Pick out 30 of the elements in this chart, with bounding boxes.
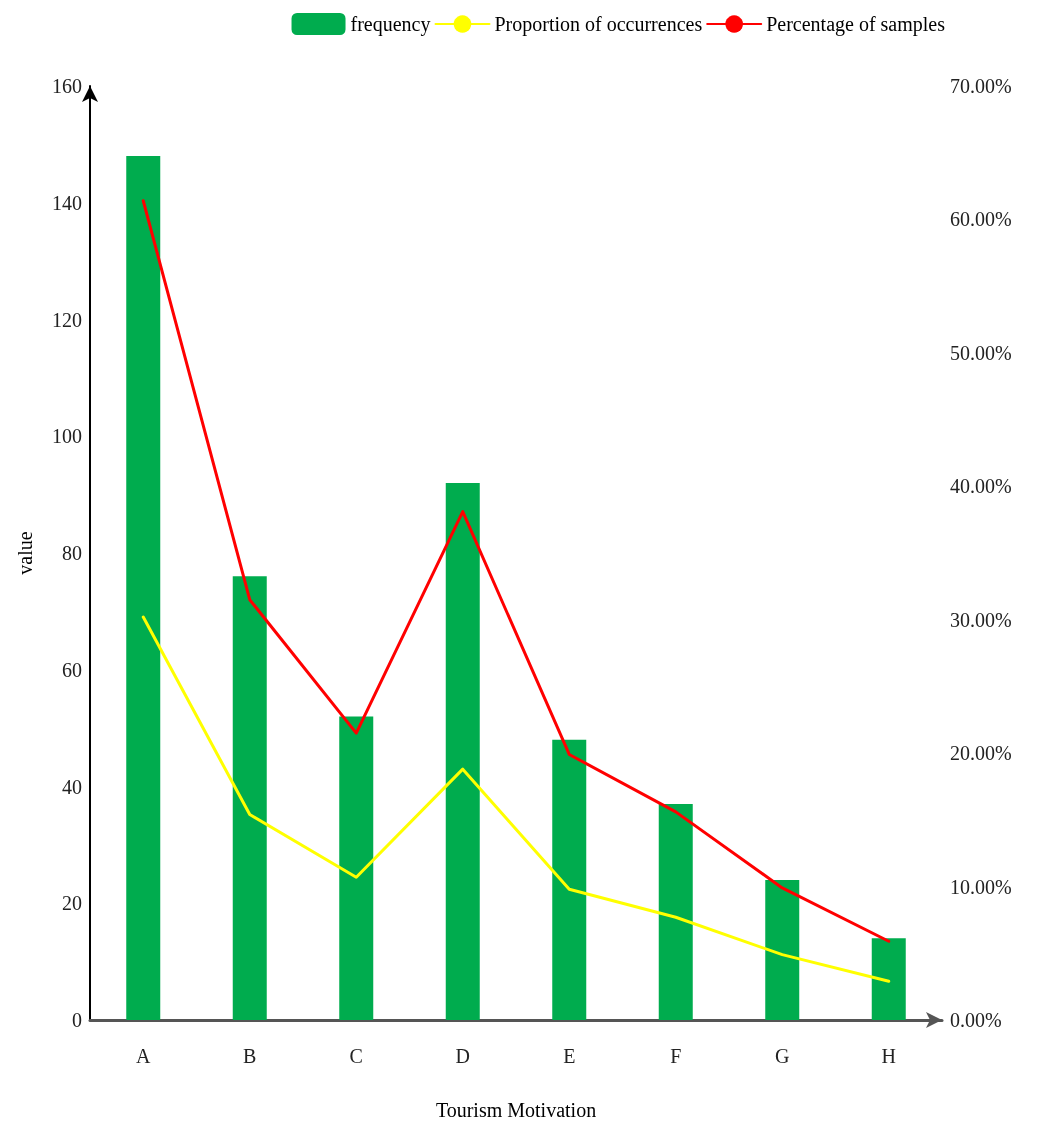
y-tick-label: 60 [62,658,82,681]
x-tick-label: D [455,1045,470,1067]
x-axis-title: Tourism Motivation [435,1099,597,1121]
y2-tick-label: 50.00% [950,341,1012,364]
x-tick-label: F [670,1045,682,1067]
y2-tick-label: 30.00% [950,608,1012,631]
y-tick-label: 120 [52,308,82,331]
x-tick-label: H [881,1045,896,1067]
y-tick-label: 0 [72,1009,82,1031]
legend-label: Percentage of samples [766,13,946,36]
legend-label: Proportion of occurrences [494,13,703,36]
x-tick-label: E [563,1045,576,1067]
legend-label: frequency [350,13,431,36]
y2-tick-label: 20.00% [950,742,1012,765]
y-tick-label: 140 [52,191,82,214]
y-tick-label: 20 [62,892,82,915]
y2-tick-label: 60.00% [950,208,1012,231]
y2-tick-label: 10.00% [950,875,1012,898]
x-tick-label: C [349,1045,363,1067]
y-tick-label: 80 [62,542,82,564]
y-tick-label: 100 [52,425,82,448]
y-axis-title: value [14,531,36,575]
x-tick-label: G [775,1045,790,1067]
x-tick-label: A [136,1045,152,1067]
y-tick-label: 160 [52,75,82,97]
y-tick-label: 40 [62,775,82,798]
x-tick-label: B [243,1045,257,1067]
y2-tick-label: 70.00% [950,75,1012,97]
y2-tick-label: 0.00% [950,1009,1002,1031]
y2-tick-label: 40.00% [950,475,1012,498]
